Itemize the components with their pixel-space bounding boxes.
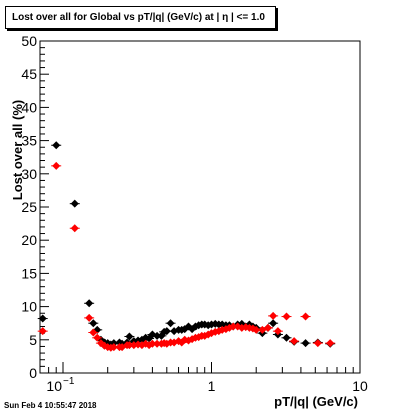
data-point bbox=[248, 324, 257, 333]
y-tick-label: 5 bbox=[29, 332, 37, 348]
y-tick-label: 35 bbox=[21, 133, 37, 149]
y-tick-label: 50 bbox=[21, 33, 37, 49]
data-point bbox=[85, 313, 94, 322]
data-point bbox=[269, 311, 278, 320]
y-tick-label: 15 bbox=[21, 265, 37, 281]
x-tick-exponent: −1 bbox=[63, 376, 75, 387]
y-tick-label: 25 bbox=[21, 199, 37, 215]
x-tick-label: 1 bbox=[208, 378, 216, 394]
data-point bbox=[85, 299, 94, 308]
y-tick-label: 0 bbox=[29, 365, 37, 381]
data-point bbox=[89, 328, 98, 337]
data-point bbox=[70, 224, 79, 233]
data-point bbox=[109, 343, 118, 352]
data-point bbox=[269, 319, 278, 328]
data-point bbox=[273, 327, 282, 336]
x-tick-label: 10 bbox=[352, 378, 368, 394]
data-point bbox=[313, 339, 322, 348]
data-point bbox=[38, 327, 47, 336]
x-axis-label: pT/|q| (GeV/c) bbox=[274, 394, 358, 409]
timestamp: Sun Feb 4 10:55:47 2018 bbox=[4, 401, 97, 410]
y-axis: 0 5 10 15 20 25 30 35 40 45 50 bbox=[21, 33, 49, 381]
y-tick-label: 40 bbox=[21, 99, 37, 115]
series-0 bbox=[37, 141, 336, 349]
y-tick-label: 45 bbox=[21, 66, 37, 82]
data-point bbox=[252, 325, 261, 334]
data-point bbox=[301, 312, 310, 321]
title-box: Lost over all for Global vs pT/|q| (GeV/… bbox=[5, 6, 276, 29]
data-point bbox=[301, 339, 310, 348]
data-point bbox=[166, 319, 175, 328]
data-point bbox=[263, 323, 272, 332]
y-tick-label: 20 bbox=[21, 232, 37, 248]
data-point bbox=[52, 141, 61, 150]
data-point bbox=[52, 161, 61, 170]
data-point bbox=[162, 327, 171, 336]
series-1 bbox=[37, 161, 336, 352]
data-point bbox=[282, 333, 291, 342]
data-point bbox=[282, 312, 291, 321]
x-axis: 10 −1 1 10 bbox=[39, 362, 368, 394]
data-point bbox=[290, 337, 299, 346]
data-series bbox=[37, 141, 336, 352]
data-point bbox=[70, 199, 79, 208]
data-point bbox=[125, 332, 134, 341]
data-point bbox=[89, 319, 98, 328]
y-tick-label: 30 bbox=[21, 166, 37, 182]
data-point bbox=[38, 314, 47, 323]
data-point bbox=[326, 339, 335, 348]
data-point bbox=[93, 333, 102, 342]
chart-title: Lost over all for Global vs pT/|q| (GeV/… bbox=[12, 12, 265, 23]
x-tick-label: 10 bbox=[46, 378, 62, 394]
y-tick-label: 10 bbox=[21, 299, 37, 315]
y-axis-label: Lost over all (%) bbox=[10, 100, 25, 200]
